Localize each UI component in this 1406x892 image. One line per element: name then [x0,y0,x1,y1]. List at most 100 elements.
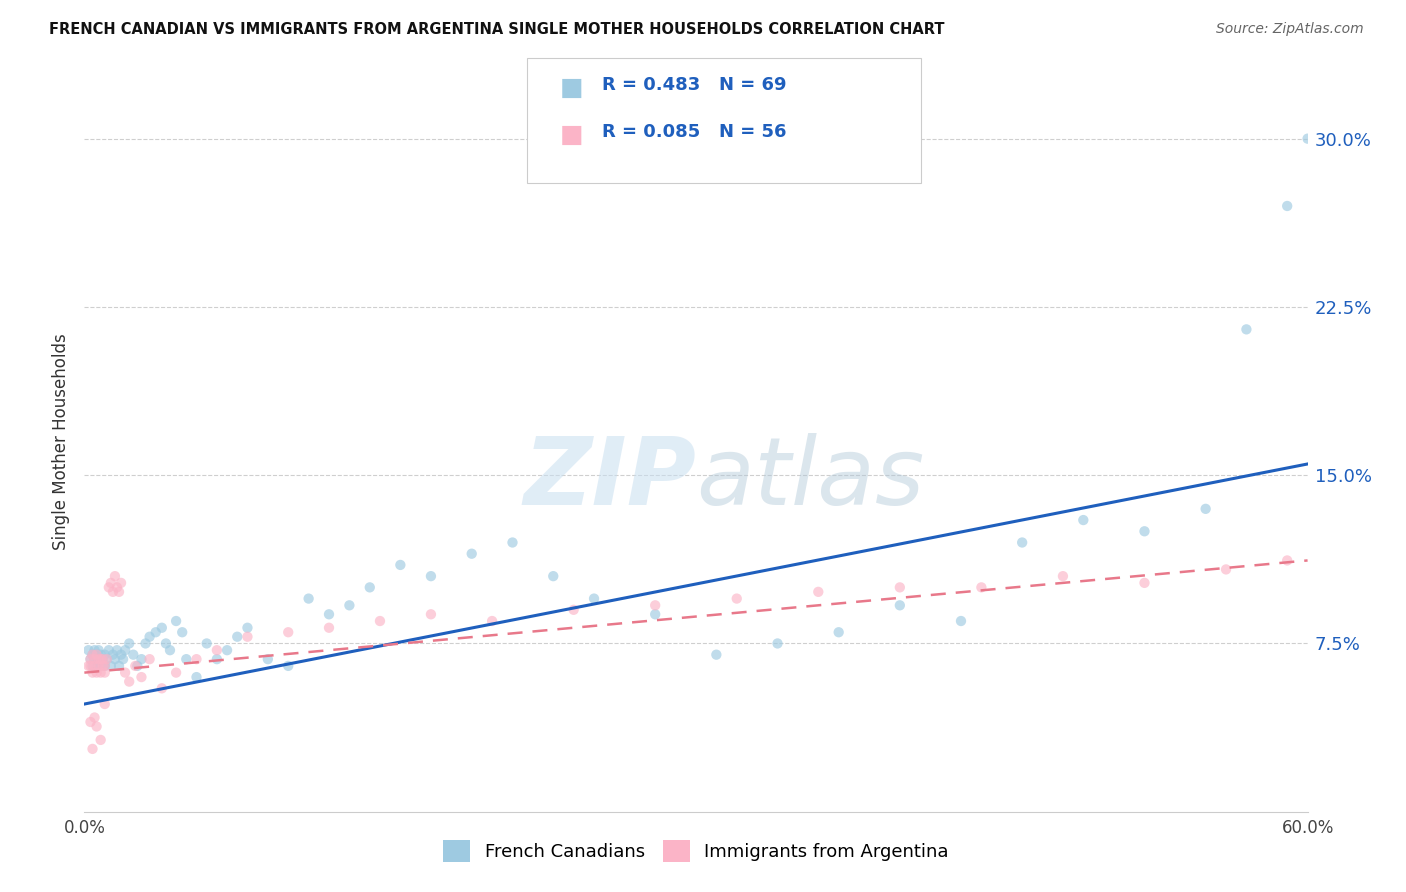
Point [86,719,108,733]
Point [82,648,104,662]
Point [131,670,153,684]
Point [145,625,167,640]
Point [583,591,606,606]
Point [135,636,157,650]
Point [112,652,135,666]
Text: atlas: atlas [696,433,924,524]
Point [138,652,160,666]
Point [83,652,105,666]
Point [86,665,108,680]
Point [766,636,789,650]
Point [150,681,173,696]
Point [889,599,911,613]
Point [86,659,108,673]
Legend: French Canadians, Immigrants from Argentina: French Canadians, Immigrants from Argent… [436,833,956,870]
Point [97,580,120,594]
Point [1073,513,1095,527]
Point [86,648,108,662]
Point [122,648,145,662]
Point [101,585,124,599]
Point [87,652,110,666]
Point [150,621,173,635]
Point [96,652,118,666]
Point [236,630,259,644]
Point [90,652,112,666]
Point [277,625,299,640]
Point [108,585,131,599]
Point [91,652,114,666]
Point [339,599,361,613]
Point [118,674,141,689]
Text: ZIP: ZIP [523,433,696,524]
Point [93,659,115,673]
Point [105,643,128,657]
Point [93,659,115,673]
Point [90,665,112,680]
Point [110,648,132,662]
Point [1011,535,1033,549]
Point [889,580,911,594]
Point [91,659,114,673]
Point [97,643,120,657]
Point [100,575,122,590]
Point [725,591,748,606]
Point [1052,569,1074,583]
Point [114,665,136,680]
Point [86,648,108,662]
Point [389,558,412,572]
Point [93,665,115,680]
Point [706,648,728,662]
Point [114,643,136,657]
Point [90,648,112,662]
Point [165,614,187,628]
Point [77,643,100,657]
Text: Source: ZipAtlas.com: Source: ZipAtlas.com [1216,22,1364,37]
Point [90,659,112,673]
Point [644,607,666,622]
Point [277,659,299,673]
Text: ■: ■ [560,123,583,147]
Point [298,591,321,606]
Point [174,652,197,666]
Point [87,659,110,673]
Text: FRENCH CANADIAN VS IMMIGRANTS FROM ARGENTINA SINGLE MOTHER HOUSEHOLDS CORRELATIO: FRENCH CANADIAN VS IMMIGRANTS FROM ARGEN… [49,22,945,37]
Point [104,652,127,666]
Point [481,614,503,628]
Point [318,621,340,635]
Point [226,630,249,644]
Point [82,742,104,756]
Point [83,659,105,673]
Point [79,652,101,666]
Point [970,580,993,594]
Text: R = 0.483   N = 69: R = 0.483 N = 69 [602,76,786,94]
Point [502,535,524,549]
Point [104,569,127,583]
Point [82,665,104,680]
Point [205,643,228,657]
Point [165,665,187,680]
Point [1133,524,1156,539]
Point [100,659,122,673]
Point [77,659,100,673]
Point [110,575,132,590]
Point [368,614,391,628]
Point [138,630,160,644]
Point [101,648,124,662]
Point [257,652,280,666]
Point [359,580,381,594]
Point [1296,131,1319,145]
Point [236,621,259,635]
Point [83,710,105,724]
Text: R = 0.085   N = 56: R = 0.085 N = 56 [602,123,786,141]
Text: ■: ■ [560,76,583,100]
Point [90,733,112,747]
Point [79,714,101,729]
Point [1133,575,1156,590]
Point [131,652,153,666]
Point [318,607,340,622]
Point [1215,562,1237,576]
Point [1236,322,1258,336]
Point [217,643,239,657]
Point [124,659,146,673]
Point [96,652,118,666]
